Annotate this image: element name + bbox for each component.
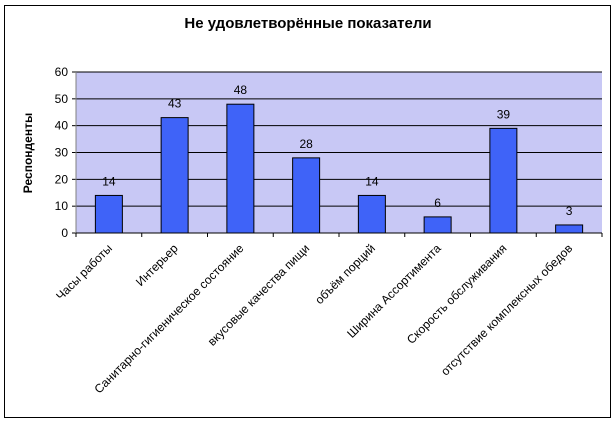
data-label: 48 — [234, 83, 248, 97]
y-tick-label: 20 — [55, 172, 69, 186]
data-label: 3 — [566, 204, 573, 218]
bar — [292, 157, 321, 234]
x-tick-label: Санитарно-гигиеническое состояние — [91, 241, 246, 396]
bars — [94, 103, 584, 234]
bar — [423, 216, 452, 234]
y-tick-label: 10 — [55, 199, 69, 213]
bar — [357, 194, 386, 234]
axes — [72, 71, 603, 237]
data-label: 14 — [365, 174, 379, 188]
x-tick-label: объём порций — [312, 241, 378, 307]
bar — [160, 117, 189, 234]
data-label: 39 — [497, 107, 511, 121]
y-tick-labels: 0 10 20 30 40 50 60 — [55, 65, 69, 240]
y-tick-label: 60 — [55, 65, 69, 79]
bar — [226, 103, 255, 234]
x-tick-labels: Часы работы ИнтерьерСанитарно-гигиеническ… — [53, 241, 575, 396]
data-label: 28 — [299, 137, 313, 151]
data-label: 43 — [168, 97, 182, 111]
y-tick-label: 0 — [61, 226, 68, 240]
bar — [94, 194, 123, 234]
x-tick-label: Часы работы — [53, 241, 115, 303]
x-tick-label: Интерьер — [133, 241, 181, 289]
bar — [555, 224, 584, 234]
y-tick-label: 40 — [55, 119, 69, 133]
y-tick-label: 50 — [55, 92, 69, 106]
data-labels: 14 43 48 28 14 6 39 3 — [102, 83, 573, 218]
data-label: 14 — [102, 174, 116, 188]
chart-title: Не удовлетворённые показатели — [184, 15, 432, 32]
y-axis-label: Респонденты — [21, 113, 35, 193]
bar — [489, 127, 518, 234]
x-tick-label: отсутствие комплексных обедов — [438, 241, 575, 378]
y-tick-label: 30 — [55, 146, 69, 160]
data-label: 6 — [434, 196, 441, 210]
